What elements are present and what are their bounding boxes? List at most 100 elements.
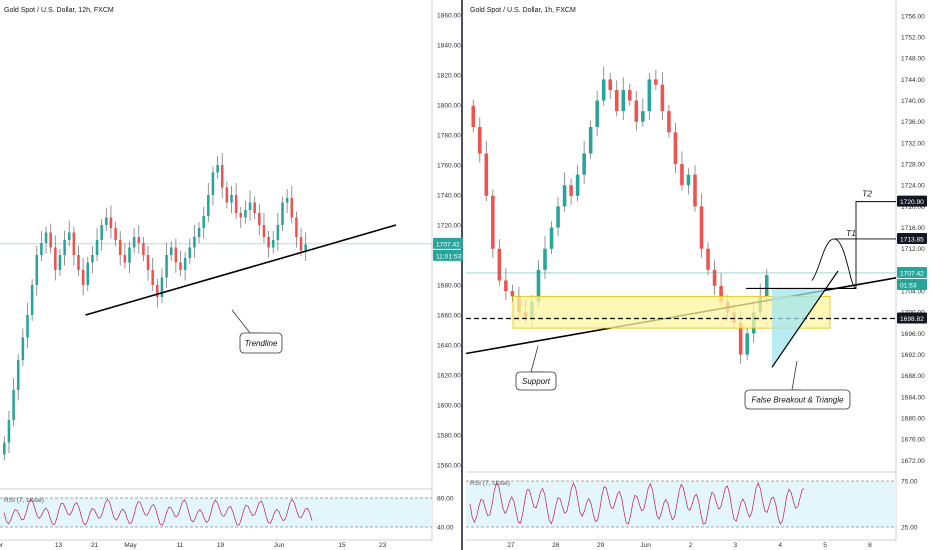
candle-body[interactable] xyxy=(197,228,201,237)
candle-body[interactable] xyxy=(109,217,113,229)
candle-body[interactable] xyxy=(281,202,284,226)
candle-body[interactable] xyxy=(738,322,743,355)
candle-body[interactable] xyxy=(608,79,613,90)
candle-body[interactable] xyxy=(193,237,196,248)
candle-body[interactable] xyxy=(621,89,626,112)
candle-body[interactable] xyxy=(179,262,182,271)
candle-body[interactable] xyxy=(183,258,187,270)
candle-body[interactable] xyxy=(40,243,43,255)
candle-body[interactable] xyxy=(614,89,619,112)
candle-body[interactable] xyxy=(248,202,252,211)
candle-body[interactable] xyxy=(220,165,224,188)
candle-body[interactable] xyxy=(285,198,289,203)
candle-body[interactable] xyxy=(686,174,691,186)
triangle-rising-line[interactable] xyxy=(771,270,839,368)
candle-body[interactable] xyxy=(304,244,307,251)
candle-body[interactable] xyxy=(654,79,658,85)
candle-body[interactable] xyxy=(290,198,294,218)
candle-body[interactable] xyxy=(81,270,85,285)
candle-body[interactable] xyxy=(244,210,247,218)
candle-body[interactable] xyxy=(12,390,15,420)
candle-body[interactable] xyxy=(30,285,34,315)
candle-body[interactable] xyxy=(128,247,131,263)
candle-body[interactable] xyxy=(536,269,541,302)
candle-body[interactable] xyxy=(225,187,229,203)
candle-body[interactable] xyxy=(239,213,243,218)
candle-body[interactable] xyxy=(137,237,141,243)
candle-body[interactable] xyxy=(114,228,117,240)
candle-body[interactable] xyxy=(49,232,52,248)
candle-body[interactable] xyxy=(477,127,482,154)
candle-body[interactable] xyxy=(549,227,554,249)
candle-body[interactable] xyxy=(699,206,704,249)
candle-body[interactable] xyxy=(234,195,238,213)
candle-body[interactable] xyxy=(262,225,266,237)
candle-body[interactable] xyxy=(216,165,219,173)
candle-body[interactable] xyxy=(77,255,80,270)
candle-body[interactable] xyxy=(745,333,749,355)
candle-body[interactable] xyxy=(67,232,71,241)
candle-body[interactable] xyxy=(562,185,567,207)
candle-body[interactable] xyxy=(86,262,90,286)
candle-body[interactable] xyxy=(188,247,192,259)
candle-body[interactable] xyxy=(543,248,547,270)
candle-body[interactable] xyxy=(484,153,489,196)
candle-body[interactable] xyxy=(667,111,671,133)
candle-body[interactable] xyxy=(58,255,62,270)
candle-body[interactable] xyxy=(63,240,66,255)
candle-body[interactable] xyxy=(569,185,573,196)
candle-body[interactable] xyxy=(627,89,632,101)
candle-body[interactable] xyxy=(706,248,710,270)
candle-body[interactable] xyxy=(510,291,515,297)
candle-body[interactable] xyxy=(160,277,164,298)
candle-body[interactable] xyxy=(556,206,560,228)
candle-body[interactable] xyxy=(105,217,108,226)
candle-body[interactable] xyxy=(21,337,25,361)
candle-body[interactable] xyxy=(123,255,127,263)
candle-body[interactable] xyxy=(295,217,298,238)
candle-body[interactable] xyxy=(54,247,57,271)
candle-body[interactable] xyxy=(16,360,20,390)
candle-body[interactable] xyxy=(601,79,606,101)
candle-body[interactable] xyxy=(641,111,645,122)
candle-body[interactable] xyxy=(634,100,639,122)
candle-body[interactable] xyxy=(588,127,593,154)
candle-body[interactable] xyxy=(7,420,11,443)
trendline[interactable] xyxy=(85,224,397,316)
candle-body[interactable] xyxy=(595,100,599,128)
candle-body[interactable] xyxy=(165,255,168,278)
candle-body[interactable] xyxy=(764,275,769,297)
candle-body[interactable] xyxy=(491,195,495,249)
candle-body[interactable] xyxy=(267,237,270,248)
candle-body[interactable] xyxy=(91,255,94,263)
candle-body[interactable] xyxy=(3,442,6,455)
candle-body[interactable] xyxy=(719,285,723,302)
candle-body[interactable] xyxy=(680,164,684,186)
candle-body[interactable] xyxy=(504,280,508,292)
candle-body[interactable] xyxy=(132,237,136,248)
candle-body[interactable] xyxy=(660,84,665,112)
candle-body[interactable] xyxy=(673,132,678,165)
candle-body[interactable] xyxy=(253,202,256,214)
candle-body[interactable] xyxy=(44,232,48,244)
candle-body[interactable] xyxy=(146,255,150,270)
candle-body[interactable] xyxy=(497,248,502,281)
candle-body[interactable] xyxy=(26,315,29,338)
candle-body[interactable] xyxy=(211,172,215,196)
candle-body[interactable] xyxy=(712,269,717,286)
candle-body[interactable] xyxy=(258,213,261,225)
candle-body[interactable] xyxy=(207,195,210,216)
candle-body[interactable] xyxy=(118,240,122,255)
candle-body[interactable] xyxy=(202,216,205,228)
candle-body[interactable] xyxy=(647,79,652,112)
candle-body[interactable] xyxy=(471,105,476,128)
candle-body[interactable] xyxy=(174,247,178,263)
candle-body[interactable] xyxy=(35,255,39,285)
candle-body[interactable] xyxy=(156,285,159,297)
candle-body[interactable] xyxy=(230,195,233,203)
candle-body[interactable] xyxy=(95,240,99,255)
candle-body[interactable] xyxy=(142,243,145,255)
candle-body[interactable] xyxy=(276,225,280,240)
candle-body[interactable] xyxy=(169,247,173,256)
